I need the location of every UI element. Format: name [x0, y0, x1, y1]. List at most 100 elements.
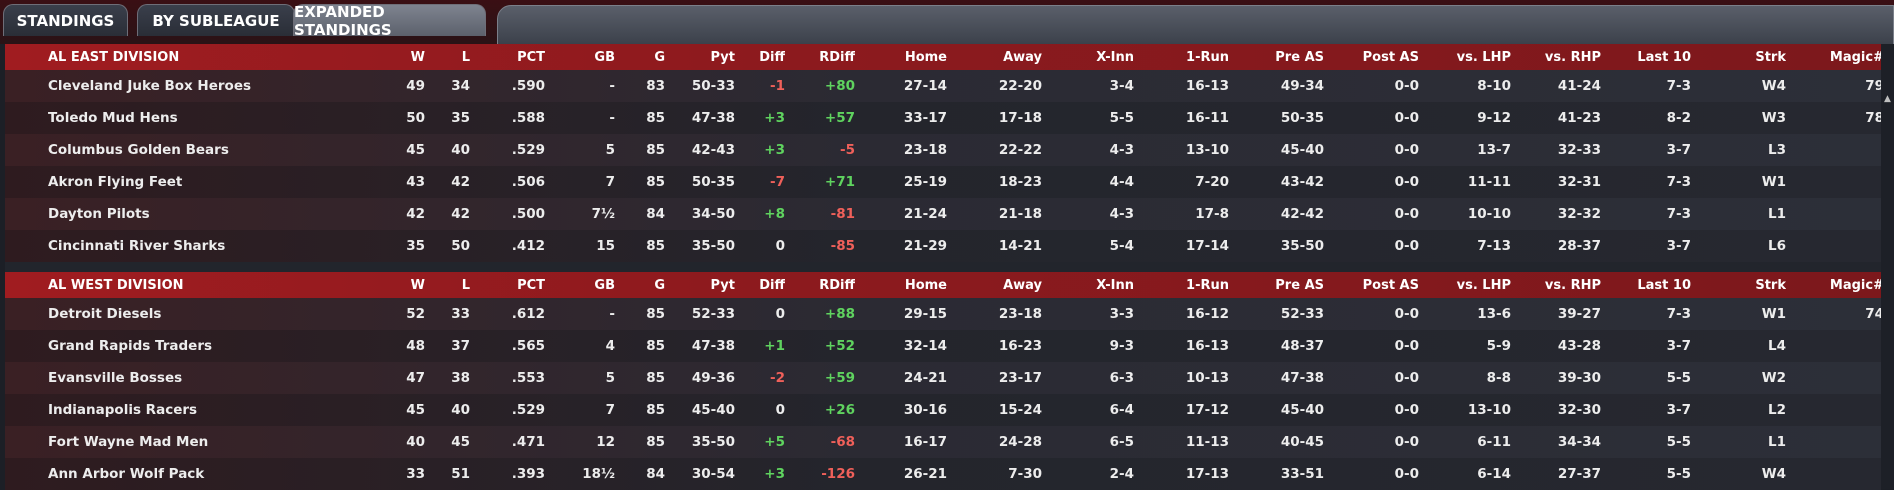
col-1-run-header[interactable]: 1-Run [1186, 49, 1229, 65]
col-last-10-cell: 3-7 [1666, 402, 1691, 418]
tab-by-subleague[interactable]: BY SUBLEAGUE [137, 4, 295, 36]
col-gb-header[interactable]: GB [594, 49, 615, 65]
col-post-as-cell: 0-0 [1394, 338, 1419, 354]
team-name[interactable]: Ann Arbor Wolf Pack [48, 466, 205, 482]
table-row[interactable]: Fort Wayne Mad Men 40 45 .471 12 85 35-50 +5 -68… [5, 426, 1881, 458]
col-home-header[interactable]: Home [904, 277, 947, 293]
table-row[interactable]: Toledo Mud Hens 50 35 .588 - 85 47-38 +3 +57 33-1… [5, 102, 1884, 134]
col-pct-header[interactable]: PCT [517, 277, 545, 293]
table-row[interactable]: Dayton Pilots 42 42 .500 7½ 84 34-50 +8 -81 21-24… [5, 198, 1881, 230]
col-strk-cell: L1 [1768, 434, 1786, 450]
col-away-header[interactable]: Away [1003, 277, 1042, 293]
col-pyt-header[interactable]: Pyt [710, 277, 735, 293]
col-away-header[interactable]: Away [1003, 49, 1042, 65]
team-name[interactable]: Detroit Diesels [48, 306, 162, 322]
col-1-run-header[interactable]: 1-Run [1186, 277, 1229, 293]
col-w-cell: 40 [406, 434, 425, 450]
tab-expanded-standings[interactable]: EXPANDED STANDINGS [293, 3, 486, 39]
col-1-run-cell: 16-13 [1185, 78, 1229, 94]
col-last-10-cell: 3-7 [1666, 238, 1691, 254]
team-name[interactable]: Grand Rapids Traders [48, 338, 213, 354]
col-x-inn-cell: 3-3 [1109, 306, 1134, 322]
team-name[interactable]: Cincinnati River Sharks [48, 238, 226, 254]
col-gb-cell: 4 [605, 338, 615, 354]
col-last-10-header[interactable]: Last 10 [1637, 49, 1691, 65]
col-vs-rhp-cell: 39-30 [1557, 370, 1601, 386]
table-row[interactable]: Cleveland Juke Box Heroes 49 34 .590 - 83 50-3… [5, 70, 1884, 102]
col-l-cell: 33 [451, 306, 470, 322]
col-w-header[interactable]: W [410, 277, 425, 293]
col-post-as-cell: 0-0 [1394, 78, 1419, 94]
col-away-cell: 23-17 [998, 370, 1042, 386]
team-name[interactable]: Fort Wayne Mad Men [48, 434, 209, 450]
team-name[interactable]: Columbus Golden Bears [48, 142, 229, 158]
col-diff-header[interactable]: Diff [759, 277, 785, 293]
col-strk-header[interactable]: Strk [1755, 49, 1786, 65]
table-row[interactable]: Grand Rapids Traders 48 37 .565 4 85 47-38 +1 +5… [5, 330, 1881, 362]
table-row[interactable]: Columbus Golden Bears 45 40 .529 5 85 42-43 +3 -… [5, 134, 1881, 166]
col-post-as-cell: 0-0 [1394, 402, 1419, 418]
col-vs-lhp-header[interactable]: vs. LHP [1456, 49, 1511, 65]
col-g-header[interactable]: G [654, 277, 665, 293]
scroll-up-icon[interactable]: ▲ [1884, 94, 1891, 104]
col-gb-cell: 18½ [582, 466, 615, 482]
col-vs-lhp-header[interactable]: vs. LHP [1456, 277, 1511, 293]
col-vs-rhp-header[interactable]: vs. RHP [1544, 49, 1601, 65]
col-x-inn-cell: 5-5 [1109, 110, 1134, 126]
team-name[interactable]: Akron Flying Feet [48, 174, 183, 190]
col-pct-cell: .612 [511, 306, 545, 322]
col-l-header[interactable]: L [461, 277, 470, 293]
tab-bar: STANDINGS BY SUBLEAGUE EXPANDED STANDING… [0, 0, 1894, 45]
col-diff-header[interactable]: Diff [759, 49, 785, 65]
col-rdiff-cell: -5 [840, 142, 855, 158]
table-row[interactable]: Ann Arbor Wolf Pack 33 51 .393 18½ 84 30-54 +3 -… [5, 458, 1881, 490]
tab-standings[interactable]: STANDINGS [3, 4, 128, 36]
col-gb-cell: - [609, 110, 615, 126]
col-x-inn-header[interactable]: X-Inn [1096, 277, 1134, 293]
table-row[interactable]: Akron Flying Feet 43 42 .506 7 85 50-35 -7 +71 25… [5, 166, 1881, 198]
col-gb-header[interactable]: GB [594, 277, 615, 293]
col-vs-rhp-header[interactable]: vs. RHP [1544, 277, 1601, 293]
col-post-as-header[interactable]: Post AS [1362, 49, 1419, 65]
col-g-header[interactable]: G [654, 49, 665, 65]
col-last-10-header[interactable]: Last 10 [1637, 277, 1691, 293]
col-away-cell: 24-28 [998, 434, 1042, 450]
col-x-inn-header[interactable]: X-Inn [1096, 49, 1134, 65]
col-rdiff-header[interactable]: RDiff [819, 49, 855, 65]
team-name[interactable]: Toledo Mud Hens [48, 110, 178, 126]
table-row[interactable]: Indianapolis Racers 45 40 .529 7 85 45-40 0 +26 3… [5, 394, 1881, 426]
team-name[interactable]: Cleveland Juke Box Heroes [48, 78, 252, 94]
col-post-as-header[interactable]: Post AS [1362, 277, 1419, 293]
team-name[interactable]: Dayton Pilots [48, 206, 150, 222]
division-header: AL EAST DIVISION W L PCT GB G Pyt Diff RDiff Home… [5, 44, 1884, 70]
team-name[interactable]: Evansville Bosses [48, 370, 183, 386]
col-post-as-cell: 0-0 [1394, 434, 1419, 450]
col-strk-header[interactable]: Strk [1755, 277, 1786, 293]
col-gb-cell: 5 [605, 370, 615, 386]
col-home-header[interactable]: Home [904, 49, 947, 65]
table-row[interactable]: Detroit Diesels 52 33 .612 - 85 52-33 0 +88 29-15… [5, 298, 1884, 330]
col-rdiff-cell: -68 [830, 434, 855, 450]
col-magic-header[interactable]: Magic# [1829, 277, 1884, 293]
col-pre-as-header[interactable]: Pre AS [1275, 49, 1324, 65]
col-rdiff-header[interactable]: RDiff [819, 277, 855, 293]
col-pct-header[interactable]: PCT [517, 49, 545, 65]
col-g-cell: 84 [646, 466, 665, 482]
table-row[interactable]: Evansville Bosses 47 38 .553 5 85 49-36 -2 +59 24… [5, 362, 1881, 394]
col-pyt-header[interactable]: Pyt [710, 49, 735, 65]
col-w-header[interactable]: W [410, 49, 425, 65]
col-magic-header[interactable]: Magic# [1829, 49, 1884, 65]
scrollbar[interactable]: ▲ [1881, 44, 1894, 489]
col-vs-rhp-cell: 41-23 [1557, 110, 1601, 126]
col-strk-cell: L1 [1768, 206, 1786, 222]
col-rdiff-cell: +59 [824, 370, 855, 386]
col-post-as-cell: 0-0 [1394, 174, 1419, 190]
col-home-cell: 16-17 [903, 434, 947, 450]
division-spacer [5, 262, 1881, 272]
col-home-cell: 30-16 [903, 402, 947, 418]
team-name[interactable]: Indianapolis Racers [48, 402, 198, 418]
col-l-header[interactable]: L [461, 49, 470, 65]
col-strk-cell: W2 [1761, 370, 1786, 386]
table-row[interactable]: Cincinnati River Sharks 35 50 .412 15 85 35-50… [5, 230, 1881, 262]
col-pre-as-header[interactable]: Pre AS [1275, 277, 1324, 293]
